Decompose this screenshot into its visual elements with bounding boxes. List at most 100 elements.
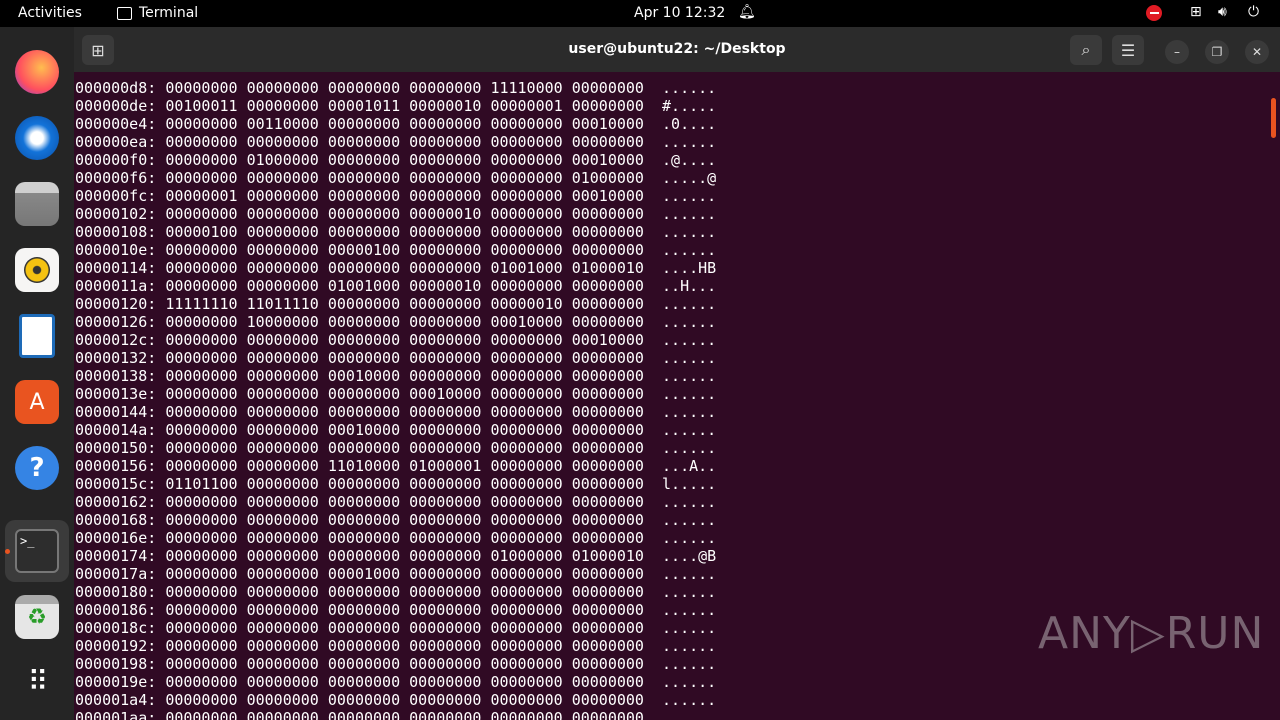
volume-icon[interactable]: 🔊︎ xyxy=(1218,4,1227,20)
byte: 00000000 xyxy=(246,223,319,241)
terminal-dock-icon[interactable]: >_ xyxy=(15,529,59,573)
byte: 00000000 xyxy=(490,529,563,547)
app-center-icon[interactable]: A xyxy=(15,380,59,424)
byte: 01000000 xyxy=(490,547,563,565)
byte: 00000000 xyxy=(409,511,482,529)
app-menu[interactable]: Terminal xyxy=(117,5,198,21)
byte: 00000000 xyxy=(327,511,401,529)
firefox-icon[interactable] xyxy=(15,50,59,94)
hexdump-line: 000000fc: 00000001 00000000 00000000 000… xyxy=(75,187,1265,205)
byte: 00000000 xyxy=(490,403,563,421)
byte: 00010000 xyxy=(571,151,644,169)
byte: 00000000 xyxy=(165,277,238,295)
ascii: ...... xyxy=(662,529,717,547)
ascii: ...... xyxy=(662,673,717,691)
close-button[interactable]: ✕ xyxy=(1245,40,1269,64)
byte: 00000000 xyxy=(409,169,482,187)
byte: 00001000 xyxy=(327,565,401,583)
byte: 00000000 xyxy=(327,655,401,673)
byte: 00000000 xyxy=(165,259,238,277)
do-not-disturb-icon[interactable] xyxy=(1146,5,1162,21)
byte: 00000000 xyxy=(165,565,238,583)
files-icon[interactable] xyxy=(15,182,59,226)
terminal-output[interactable]: 000000d8: 00000000 00000000 00000000 000… xyxy=(75,79,1265,720)
byte: 00000000 xyxy=(327,619,401,637)
offset: 00000150: xyxy=(75,439,157,457)
byte: 00000000 xyxy=(409,241,482,259)
byte: 00000000 xyxy=(409,709,482,720)
help-icon[interactable]: ? xyxy=(15,446,59,490)
maximize-button[interactable]: ❐ xyxy=(1205,40,1229,64)
menu-button[interactable]: ☰ xyxy=(1112,35,1144,65)
byte: 00000000 xyxy=(246,439,319,457)
byte: 00000001 xyxy=(490,97,563,115)
byte: 00000000 xyxy=(165,529,238,547)
offset: 00000162: xyxy=(75,493,157,511)
hexdump-line: 00000174: 00000000 00000000 00000000 000… xyxy=(75,547,1265,565)
hexdump-line: 000000de: 00100011 00000000 00001011 000… xyxy=(75,97,1265,115)
offset: 00000198: xyxy=(75,655,157,673)
hexdump-line: 00000126: 00000000 10000000 00000000 000… xyxy=(75,313,1265,331)
byte: 00000000 xyxy=(327,115,401,133)
offset: 00000120: xyxy=(75,295,157,313)
byte: 01000000 xyxy=(571,169,644,187)
byte: 00000000 xyxy=(571,385,644,403)
byte: 00000000 xyxy=(246,259,319,277)
byte: 00000000 xyxy=(571,421,644,439)
byte: 00000000 xyxy=(571,367,644,385)
byte: 00000000 xyxy=(327,313,401,331)
byte: 00000000 xyxy=(490,601,563,619)
byte: 00000000 xyxy=(490,493,563,511)
ascii: ...... xyxy=(662,133,717,151)
byte: 00000000 xyxy=(246,385,319,403)
offset: 00000108: xyxy=(75,223,157,241)
offset: 00000192: xyxy=(75,637,157,655)
byte: 00010000 xyxy=(327,367,401,385)
byte: 00000000 xyxy=(490,565,563,583)
libreoffice-writer-icon[interactable] xyxy=(19,314,55,358)
offset: 000000d8: xyxy=(75,79,157,97)
minimize-button[interactable]: – xyxy=(1165,40,1189,64)
hexdump-line: 00000198: 00000000 00000000 00000000 000… xyxy=(75,655,1265,673)
new-tab-button[interactable]: ⊞ xyxy=(82,35,114,65)
byte: 00000000 xyxy=(490,655,563,673)
byte: 00010000 xyxy=(490,313,563,331)
offset: 000000fc: xyxy=(75,187,157,205)
hexdump-line: 0000015c: 01101100 00000000 00000000 000… xyxy=(75,475,1265,493)
offset: 000000f6: xyxy=(75,169,157,187)
network-icon[interactable]: ⊞ xyxy=(1190,4,1202,20)
offset: 00000156: xyxy=(75,457,157,475)
app-name: Terminal xyxy=(139,5,199,21)
ascii: ....@B xyxy=(662,547,717,565)
clock[interactable]: Apr 10 12:32 xyxy=(634,5,726,21)
rhythmbox-icon[interactable] xyxy=(15,248,59,292)
byte: 00000000 xyxy=(490,475,563,493)
byte: 00000000 xyxy=(571,133,644,151)
byte: 00000000 xyxy=(409,637,482,655)
byte: 00000000 xyxy=(327,583,401,601)
byte: 00000000 xyxy=(246,169,319,187)
byte: 00000000 xyxy=(327,709,401,720)
scrollbar[interactable] xyxy=(1271,98,1276,138)
byte: 00000000 xyxy=(246,583,319,601)
show-apps-icon[interactable]: ⠿ xyxy=(27,664,49,698)
search-button[interactable]: ⌕ xyxy=(1070,35,1102,65)
byte: 00010000 xyxy=(571,115,644,133)
thunderbird-icon[interactable] xyxy=(15,116,59,160)
offset: 0000013e: xyxy=(75,385,157,403)
offset: 00000180: xyxy=(75,583,157,601)
hexdump-line: 00000186: 00000000 00000000 00000000 000… xyxy=(75,601,1265,619)
byte: 00000000 xyxy=(571,511,644,529)
hexdump-line: 00000144: 00000000 00000000 00000000 000… xyxy=(75,403,1265,421)
bell-icon[interactable]: 🔔︎ xyxy=(738,4,756,20)
running-dot xyxy=(5,549,10,554)
hexdump-line: 0000013e: 00000000 00000000 00000000 000… xyxy=(75,385,1265,403)
hexdump-line: 00000162: 00000000 00000000 00000000 000… xyxy=(75,493,1265,511)
trash-icon[interactable]: ♻ xyxy=(15,595,59,639)
byte: 00000000 xyxy=(165,457,238,475)
power-icon[interactable]: ⏻ xyxy=(1248,4,1260,20)
activities-button[interactable]: Activities xyxy=(18,5,82,21)
byte: 00000000 xyxy=(165,511,238,529)
byte: 00000000 xyxy=(490,385,563,403)
hexdump-line: 0000010e: 00000000 00000000 00000100 000… xyxy=(75,241,1265,259)
